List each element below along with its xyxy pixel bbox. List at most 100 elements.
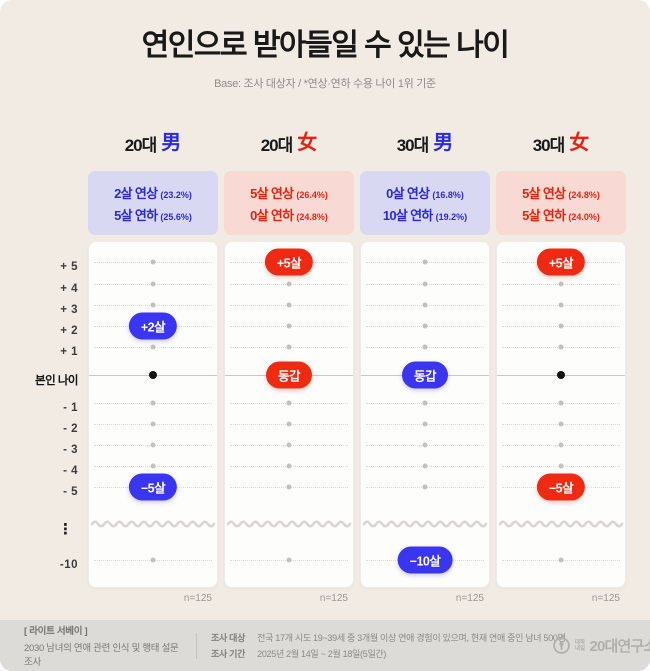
grid-dot (558, 557, 564, 563)
column-header: 30대 男 (360, 127, 490, 159)
grid-dot (150, 281, 156, 287)
page-title: 연인으로 받아들일 수 있는 나이 (141, 29, 510, 62)
summary-box: 5살 연상 (26.4%) 0살 연하 (24.8%) (224, 171, 354, 235)
survey-period-row: 조사 기간 2025년 2월 14일 ~ 2월 18일(5일간) (211, 649, 387, 659)
axis-label: + 1 (60, 346, 78, 358)
chart-column-20f: 20대 女 5살 연상 (26.4%) 0살 연하 (24.8%) +5살 동갑 … (224, 127, 354, 604)
logo-icon (553, 637, 571, 654)
axis-break-wave (362, 520, 488, 528)
age-marker-pill: 동갑 (401, 361, 449, 389)
grid-dot (150, 400, 156, 406)
grid-dot (422, 344, 428, 350)
summary-younger: 10살 연하 (19.2%) (382, 207, 468, 223)
gender-label: 男 (161, 132, 182, 154)
age-marker-pill: −10살 (397, 546, 453, 574)
summary-older: 2살 연상 (23.2%) (114, 185, 192, 201)
grid-dot (422, 442, 428, 448)
chart-area: + 5 + 4 + 3 + 2 + 1 본인 나이 - 1- 2- 3- 4- 5 ⋮ -10 … (0, 127, 650, 604)
age-group-label: 20대 (260, 135, 294, 155)
axis-label: - 4 (63, 465, 78, 477)
grid-dot (150, 344, 156, 350)
grid-dot (286, 484, 292, 490)
chart-card: +5살 동갑 (224, 241, 354, 588)
chart-column-30m: 30대 男 0살 연상 (16.8%) 10살 연하 (19.2%) 동갑 −10… (360, 127, 490, 604)
grid-dot (422, 421, 428, 427)
survey-info: [ 라이트 서베이 ] 2030 남녀의 연애 관련 인식 및 행태 설문조사 (24, 623, 182, 668)
grid-dot (286, 281, 292, 287)
self-age-dot (557, 371, 565, 379)
summary-older: 0살 연상 (16.8%) (386, 185, 464, 201)
gender-label: 男 (433, 132, 454, 154)
logo-text: 20대연구소 (589, 638, 650, 655)
axis-ellipsis: ⋮ (58, 521, 73, 538)
summary-younger: 5살 연하 (25.6%) (114, 207, 192, 223)
survey-tag: [ 라이트 서베이 ] (24, 626, 88, 637)
age-group-label: 30대 (532, 135, 566, 155)
grid-dot (150, 421, 156, 427)
grid-dot (286, 344, 292, 350)
age-marker-pill: +5살 (264, 248, 314, 276)
summary-older: 5살 연상 (26.4%) (250, 185, 328, 201)
grid-dot (558, 442, 564, 448)
grid-dot (558, 302, 564, 308)
sample-size: n=125 (455, 593, 484, 604)
survey-title: 2030 남녀의 연애 관련 인식 및 행태 설문조사 (24, 643, 179, 668)
chart-card: +2살 −5살 (88, 241, 218, 588)
axis-label: - 5 (63, 486, 78, 498)
axis-label: + 5 (60, 261, 78, 273)
grid-dot (286, 323, 292, 329)
footer-divider (196, 632, 197, 659)
grid-dot (422, 323, 428, 329)
axis-label-self-age: 본인 나이 (34, 375, 79, 387)
grid-dot (150, 259, 156, 265)
chart-card: 동갑 −10살 (360, 241, 490, 588)
grid-dot (150, 302, 156, 308)
axis-label: -10 (59, 559, 78, 571)
gender-label: 女 (569, 132, 590, 154)
grid-dot (422, 484, 428, 490)
column-header: 30대 女 (496, 127, 626, 159)
grid-dot (286, 421, 292, 427)
grid-dot (286, 442, 292, 448)
survey-target-row: 조사 대상 전국 17개 시도 19~39세 중 3개월 이상 연애 경험이 있… (211, 633, 566, 643)
gender-label: 女 (297, 132, 318, 154)
grid-dot (558, 344, 564, 350)
axis-break-wave (90, 520, 216, 528)
sample-size: n=125 (183, 593, 212, 604)
summary-box: 2살 연상 (23.2%) 5살 연하 (25.6%) (88, 171, 218, 235)
sample-size: n=125 (591, 593, 620, 604)
summary-younger: 5살 연하 (24.0%) (522, 207, 600, 223)
age-group-label: 20대 (124, 135, 158, 155)
summary-box: 5살 연상 (24.8%) 5살 연하 (24.0%) (496, 171, 626, 235)
axis-label: - 1 (63, 402, 78, 414)
grid-dot (558, 323, 564, 329)
axis-label: - 3 (63, 444, 78, 456)
grid-dot (422, 463, 428, 469)
sample-size: n=125 (319, 593, 348, 604)
subtitle: Base: 조사 대상자 / *연상·연하 수용 나이 1위 기준 (214, 78, 436, 90)
logo: 대학내일 20대연구소 (553, 635, 650, 656)
chart-column-20m: 20대 男 2살 연상 (23.2%) 5살 연하 (25.6%) +2살 −5살… (88, 127, 218, 604)
y-axis: + 5 + 4 + 3 + 2 + 1 본인 나이 - 1 - 2 - 3 - 4 - 5 ⋮ -10 (24, 247, 82, 594)
summary-box: 0살 연상 (16.8%) 10살 연하 (19.2%) (360, 171, 490, 235)
age-marker-pill: +5살 (536, 248, 586, 276)
axis-break-wave (498, 520, 624, 528)
age-marker-pill: −5살 (128, 473, 178, 501)
grid-dot (422, 302, 428, 308)
grid-dot (422, 281, 428, 287)
grid-dot (286, 463, 292, 469)
column-header: 20대 女 (224, 127, 354, 159)
logo-small-text: 대학내일 (574, 639, 586, 652)
grid-dot (286, 302, 292, 308)
age-marker-pill: +2살 (128, 312, 178, 340)
grid-dot (150, 442, 156, 448)
chart-column-30f: 30대 女 5살 연상 (24.8%) 5살 연하 (24.0%) +5살 −5살… (496, 127, 626, 604)
self-age-dot (149, 371, 157, 379)
grid-dot (558, 463, 564, 469)
axis-label: + 3 (60, 304, 78, 316)
axis-break-wave (226, 520, 352, 528)
axis-label: + 4 (60, 283, 78, 295)
grid-dot (558, 281, 564, 287)
grid-dot (286, 557, 292, 563)
